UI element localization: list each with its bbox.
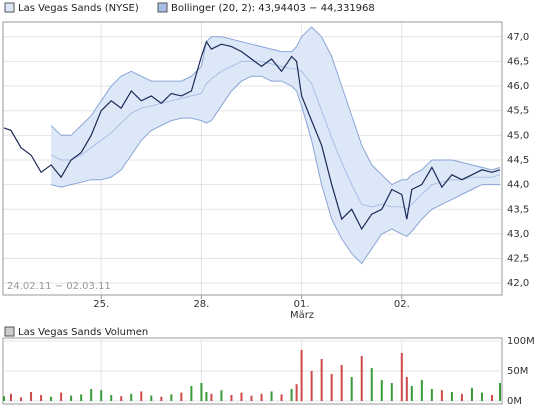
volume-bar: [130, 393, 133, 401]
volume-bar: [20, 397, 23, 401]
volume-bar: [190, 386, 193, 401]
legend-swatch: [4, 2, 15, 13]
volume-bar: [480, 392, 483, 401]
volume-bar: [110, 395, 113, 401]
volume-bar: [370, 368, 373, 401]
y-tick-label: 50M: [507, 366, 528, 377]
bollinger-lower: [50, 75, 500, 265]
volume-bar: [310, 371, 313, 401]
volume-bar: [350, 377, 353, 401]
legend-volume: Las Vegas Sands Volumen: [18, 327, 148, 338]
volume-bar: [490, 395, 493, 401]
volume-bar: [460, 393, 463, 401]
y-tick-label: 0M: [507, 396, 522, 407]
legend-price: Las Vegas Sands (NYSE): [18, 3, 139, 14]
volume-bar: [420, 380, 423, 401]
volume-bar: [210, 393, 213, 401]
price-line: [3, 40, 501, 231]
volume-bar: [260, 393, 263, 401]
volume-bar: [10, 393, 13, 401]
month-label: März: [290, 310, 314, 321]
volume-bar: [80, 394, 83, 401]
volume-bar: [290, 389, 293, 401]
volume-bar: [360, 356, 363, 401]
x-tick-label: 25.: [93, 299, 109, 310]
volume-bar: [410, 386, 413, 401]
volume-bar: [50, 396, 53, 401]
y-tick-label: 45,0: [507, 130, 529, 141]
volume-bar: [430, 389, 433, 401]
plot-frame: [2, 21, 503, 296]
y-tick-label: 42,5: [507, 254, 529, 265]
volume-bar: [300, 350, 303, 401]
bollinger-upper: [50, 26, 501, 186]
volume-bar: [230, 395, 233, 401]
y-tick-label: 44,5: [507, 155, 529, 166]
volume-bar: [100, 390, 103, 401]
legend-swatch: [157, 2, 168, 13]
bollinger-band: [51, 26, 500, 264]
volume-bar: [270, 391, 273, 401]
volume-bar: [40, 395, 43, 401]
volume-bar: [280, 394, 283, 401]
y-tick-label: 42,0: [507, 278, 529, 289]
x-tick-label: 02.: [394, 299, 410, 310]
volume-bar: [240, 392, 243, 401]
volume-bar: [3, 396, 6, 401]
legend-bollinger: Bollinger (20, 2): 43,94403 − 44,331968: [171, 3, 375, 14]
volume-bar: [380, 380, 383, 401]
date-range: 24.02.11 − 02.03.11: [7, 281, 111, 292]
volume-bar: [180, 392, 183, 401]
volume-bar: [200, 383, 203, 401]
volume-bar: [250, 395, 253, 401]
volume-bar: [400, 353, 403, 401]
y-tick-label: 100M: [507, 336, 535, 347]
volume-bar: [140, 391, 143, 401]
x-tick-label: 28.: [193, 299, 209, 310]
volume-bar: [390, 383, 393, 401]
volume-bar: [150, 395, 153, 401]
volume-bar: [295, 384, 298, 401]
volume-bar: [160, 396, 163, 401]
volume-bar: [205, 392, 208, 401]
volume-bar: [320, 359, 323, 401]
volume-bar: [470, 387, 473, 401]
bollinger-middle: [50, 60, 501, 210]
y-tick-label: 43,0: [507, 229, 529, 240]
y-tick-label: 43,5: [507, 204, 529, 215]
volume-bar: [220, 390, 223, 401]
volume-bar: [405, 377, 408, 401]
y-tick-label: 44,0: [507, 180, 529, 191]
volume-bar: [498, 383, 501, 401]
legend-swatch: [4, 326, 15, 337]
volume-bar: [90, 389, 93, 401]
volume-bar: [440, 390, 443, 401]
x-tick-label: 01.: [294, 299, 310, 310]
y-tick-label: 46,5: [507, 56, 529, 67]
y-tick-label: 47,0: [507, 32, 529, 43]
volume-bar: [170, 394, 173, 401]
volume-bar: [330, 374, 333, 401]
volume-bar: [450, 392, 453, 401]
volume-bar: [340, 365, 343, 401]
volume-bar: [70, 395, 73, 401]
volume-bar: [60, 392, 63, 401]
volume-bar: [120, 396, 123, 401]
volume-bar: [30, 392, 33, 401]
y-tick-label: 45,5: [507, 106, 529, 117]
y-tick-label: 46,0: [507, 81, 529, 92]
